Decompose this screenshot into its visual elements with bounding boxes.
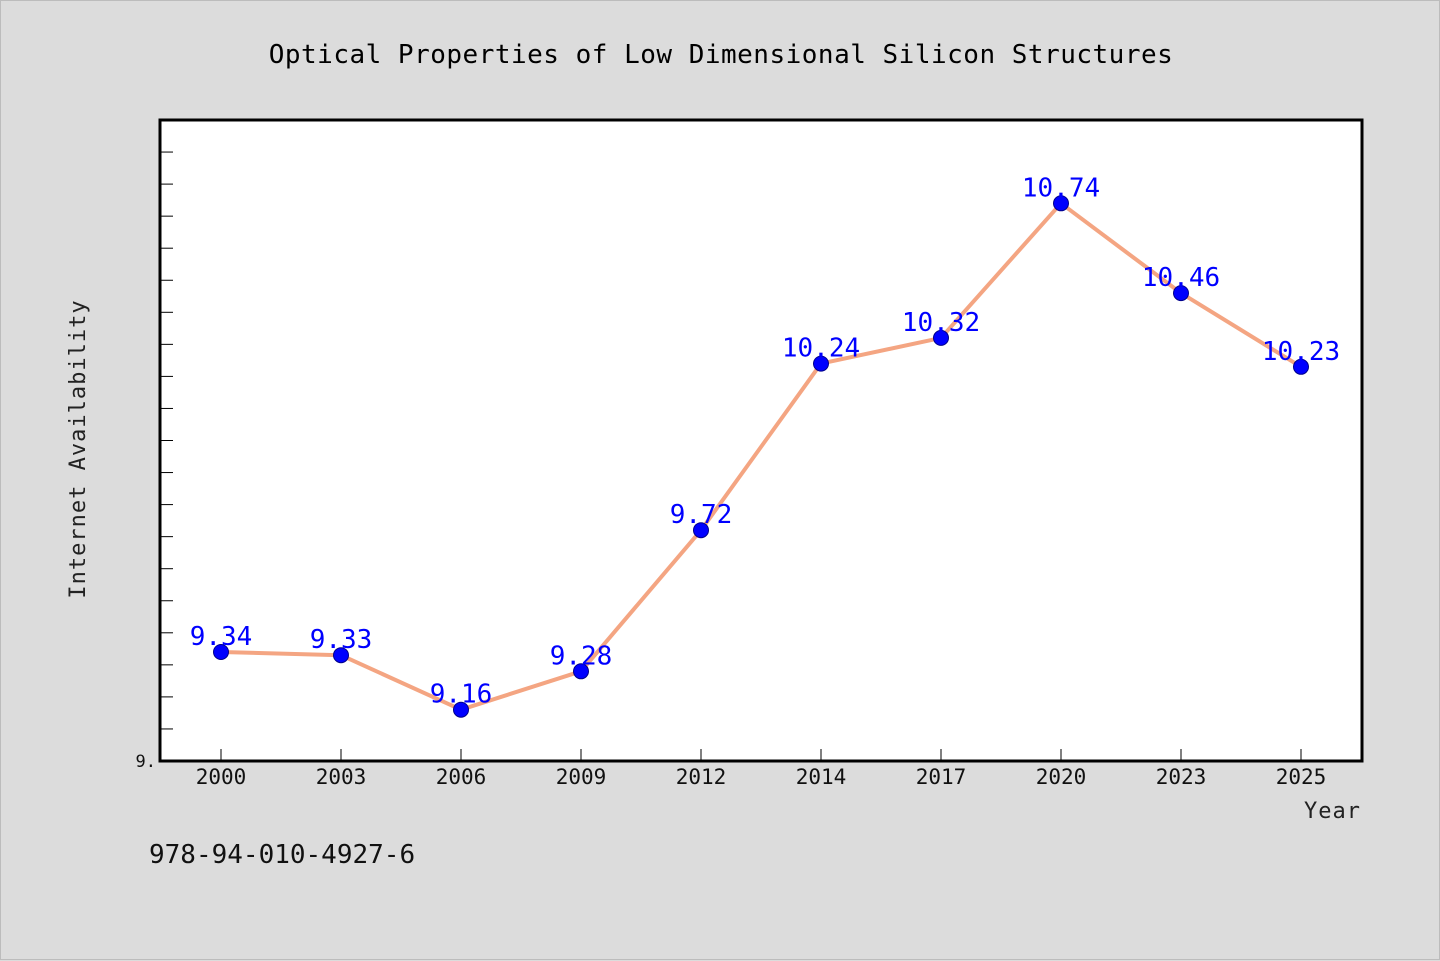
y-axis-title: Internet Availability [66,299,91,598]
data-markers [213,195,1309,718]
data-point [333,647,349,664]
data-label: 9.34 [190,622,253,652]
x-axis-ticks [220,749,1302,761]
data-label: 9.72 [670,500,733,530]
data-point [453,701,469,718]
x-tick-label: 2006 [436,765,487,789]
data-label: 10.32 [902,308,980,338]
data-point [1173,285,1189,302]
data-point [813,355,829,372]
data-label: 9.16 [430,680,493,710]
data-point [1053,195,1069,212]
data-label: 10.23 [1262,337,1340,367]
series-line [219,201,1303,712]
x-tick-label: 2023 [1156,765,1207,789]
data-point [213,644,229,660]
x-tick-label: 2012 [676,765,727,789]
data-label: 9.28 [550,641,613,671]
data-point [1293,358,1309,375]
data-label: 10.74 [1022,173,1100,203]
data-point [693,522,709,539]
x-tick-label: 2009 [556,765,607,789]
y-tick-label: 9. [136,752,156,772]
plot-area [158,118,1364,763]
x-tick-label: 2020 [1036,765,1087,789]
x-tick-label: 2017 [916,765,967,789]
data-point [573,663,589,680]
x-axis-tick-labels: 2000 2003 2006 2009 2012 2014 2017 2020 2023 2025 [196,765,1327,789]
data-labels: 9.34 9.33 9.16 9.28 9.72 10.24 10.32 10.74 10.46… [190,173,1340,709]
data-label: 10.46 [1142,263,1220,293]
x-axis-title: Year [1304,799,1361,824]
data-label: 9.33 [310,625,373,655]
data-point [933,329,949,346]
x-tick-label: 2014 [796,765,847,789]
x-tick-label: 2003 [316,765,367,789]
y-axis-ticks [160,151,173,762]
data-label: 10.24 [782,334,860,364]
footnote-isbn: 978-94-010-4927-6 [149,840,415,870]
x-tick-label: 2025 [1276,765,1327,789]
chart-title: Optical Properties of Low Dimensional Si… [269,40,1174,70]
x-tick-label: 2000 [196,765,247,789]
